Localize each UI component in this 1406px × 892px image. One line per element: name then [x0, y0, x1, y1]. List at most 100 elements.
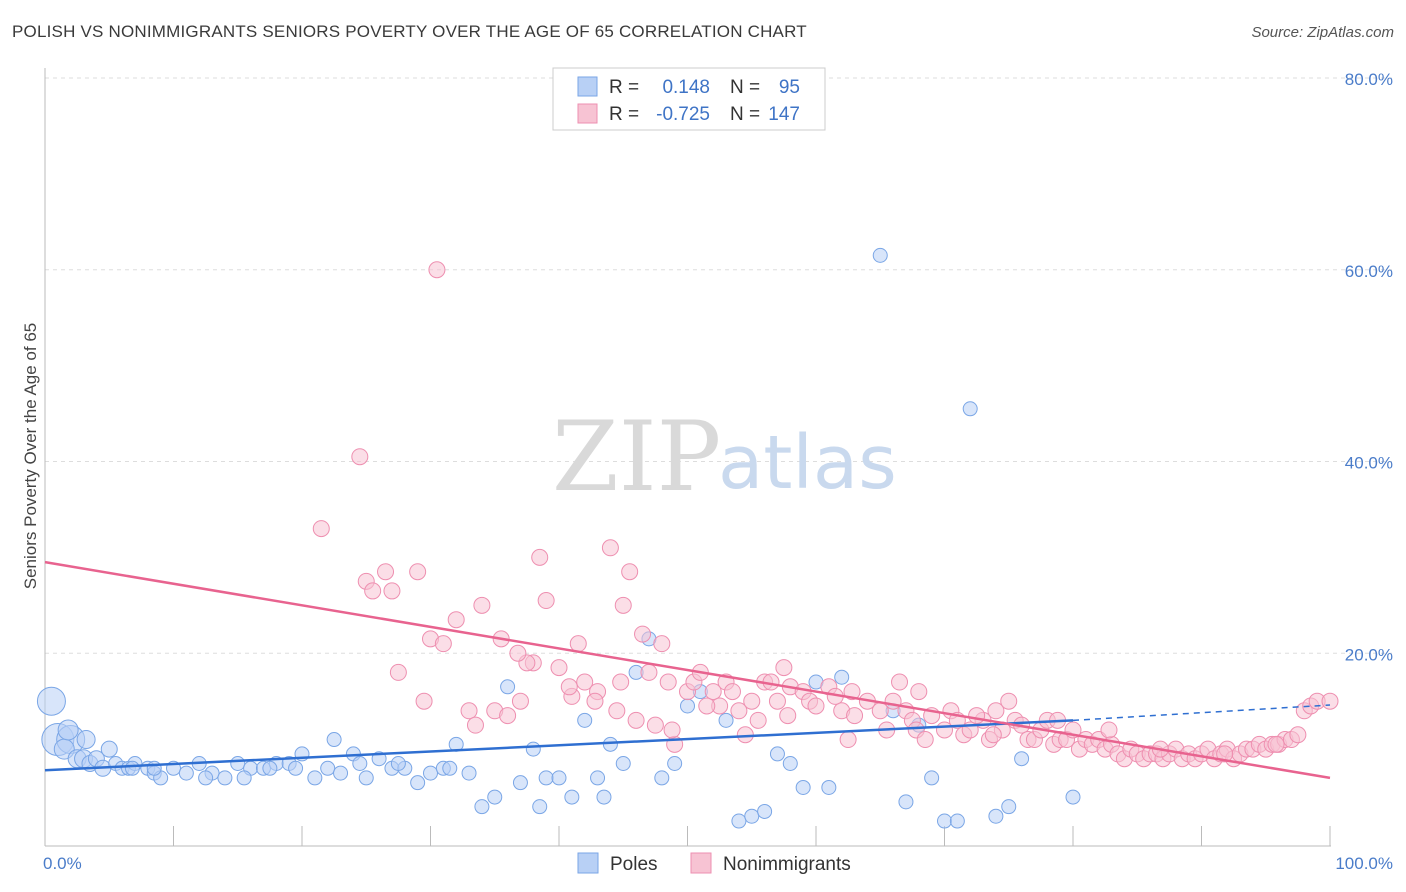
watermark-zip: ZIP — [552, 401, 721, 513]
poles-point — [358, 770, 374, 786]
poles-point — [288, 760, 304, 776]
poles-point — [525, 741, 541, 757]
poles-point — [757, 803, 773, 819]
poles-point — [236, 770, 252, 786]
poles-point — [442, 760, 458, 776]
nonimmigrants-point — [364, 582, 382, 600]
poles-point — [795, 779, 811, 795]
nonimmigrants-point — [704, 683, 722, 701]
nonimmigrants-point — [466, 716, 484, 734]
poles-point — [124, 760, 140, 776]
x-tick-labels: 0.0% 100.0% — [43, 854, 1393, 873]
watermark: ZIP atlas — [552, 401, 897, 513]
legend-r-value-nonimmigrants: -0.725 — [656, 104, 710, 125]
nonimmigrants-point — [910, 683, 928, 701]
poles-point — [100, 740, 118, 758]
nonimmigrants-point — [447, 611, 465, 629]
poles-point — [744, 808, 760, 824]
nonimmigrants-trend-line — [44, 560, 1331, 780]
nonimmigrants-point — [723, 683, 741, 701]
poles-point — [590, 770, 606, 786]
poles-point — [461, 765, 477, 781]
legend-r-label-nonimmigrants: R = — [609, 104, 639, 125]
poles-point — [872, 247, 888, 263]
grid-lines — [45, 77, 1392, 654]
x-tick-label-min: 0.0% — [43, 854, 82, 873]
nonimmigrants-point — [586, 692, 604, 710]
poles-point — [512, 775, 528, 791]
nonimmigrants-point — [621, 563, 639, 581]
poles-point — [36, 686, 66, 716]
nonimmigrants-point — [634, 625, 652, 643]
poles-point — [718, 712, 734, 728]
bottom-legend-label-nonimmigrants: Nonimmigrants — [723, 854, 851, 875]
nonimmigrants-point — [409, 563, 427, 581]
top-legend: R = 0.148 N = 95 R = -0.725 N = 147 — [552, 67, 826, 131]
poles-point — [320, 760, 336, 776]
poles-point — [410, 775, 426, 791]
poles-trend-extension — [1072, 704, 1331, 722]
poles-points — [36, 247, 1081, 829]
legend-swatch-nonimmigrants — [577, 103, 598, 124]
legend-r-label-poles: R = — [609, 77, 639, 98]
poles-point — [487, 789, 503, 805]
bottom-legend-swatch-poles — [577, 852, 599, 874]
poles-point — [262, 760, 278, 776]
poles-point — [924, 770, 940, 786]
axes — [44, 68, 1331, 847]
nonimmigrants-point — [473, 596, 491, 614]
poles-point — [596, 789, 612, 805]
poles-point — [782, 756, 798, 772]
bottom-legend-label-poles: Poles — [610, 854, 658, 875]
poles-point — [307, 770, 323, 786]
poles-point — [474, 799, 490, 815]
poles-point — [949, 813, 965, 829]
nonimmigrants-point — [730, 702, 748, 720]
legend-swatch-poles — [577, 76, 598, 97]
poles-point — [333, 765, 349, 781]
watermark-atlas: atlas — [718, 420, 897, 506]
nonimmigrants-point — [1289, 726, 1307, 744]
poles-point — [615, 756, 631, 772]
nonimmigrants-point — [1100, 721, 1118, 739]
nonimmigrants-point — [511, 692, 529, 710]
legend-n-label-nonimmigrants: N = — [730, 104, 760, 125]
poles-point — [76, 730, 96, 750]
poles-point — [654, 770, 670, 786]
nonimmigrants-point — [312, 520, 330, 538]
poles-point — [1014, 751, 1030, 767]
nonimmigrants-point — [698, 697, 716, 715]
poles-point — [834, 669, 850, 685]
poles-point — [962, 401, 978, 417]
nonimmigrants-point — [415, 692, 433, 710]
nonimmigrants-point — [383, 582, 401, 600]
poles-point — [602, 736, 618, 752]
poles-point — [352, 756, 368, 772]
nonimmigrants-point — [775, 659, 793, 677]
y-axis-label: Seniors Poverty Over the Age of 65 — [21, 323, 40, 589]
poles-point — [198, 770, 214, 786]
nonimmigrants-point — [968, 707, 986, 725]
poles-point — [821, 779, 837, 795]
nonimmigrants-point — [576, 673, 594, 691]
nonimmigrants-point — [612, 673, 630, 691]
nonimmigrants-point — [377, 563, 395, 581]
nonimmigrants-point — [839, 731, 857, 749]
x-tick-label-max: 100.0% — [1335, 854, 1393, 873]
poles-point — [1065, 789, 1081, 805]
nonimmigrants-point — [560, 678, 578, 696]
poles-point — [57, 719, 79, 741]
nonimmigrants-point — [743, 692, 761, 710]
poles-point — [769, 746, 785, 762]
nonimmigrants-point — [768, 692, 786, 710]
y-tick-label: 60.0% — [1345, 262, 1393, 281]
poles-point — [423, 765, 438, 781]
poles-point — [1001, 799, 1017, 815]
nonimmigrants-point — [663, 721, 681, 739]
nonimmigrants-point — [537, 592, 555, 610]
nonimmigrants-point — [627, 711, 645, 729]
legend-r-value-poles: 0.148 — [662, 77, 710, 98]
poles-point — [577, 712, 593, 728]
nonimmigrants-point — [987, 702, 1005, 720]
